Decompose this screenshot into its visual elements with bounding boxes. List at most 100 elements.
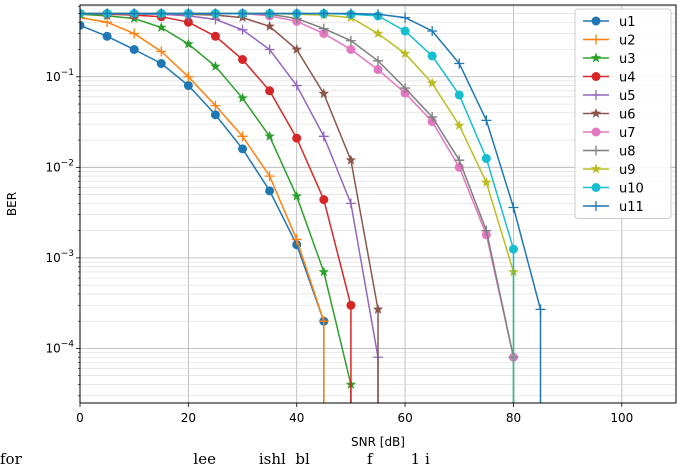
legend-label: u5 <box>619 89 636 104</box>
data-point-u2 <box>183 71 194 82</box>
data-point-u2 <box>102 17 113 28</box>
data-point-u1 <box>183 81 193 91</box>
legend-label: u3 <box>619 52 636 67</box>
caption-strip: for lee ishl bl f 1 i <box>0 452 430 466</box>
data-point-u4 <box>319 195 329 205</box>
series-u5 <box>80 8 383 403</box>
data-point-u8 <box>345 35 356 46</box>
legend-label: u9 <box>619 163 636 178</box>
data-point-u4 <box>210 31 220 41</box>
data-point-u3 <box>318 266 329 277</box>
data-point-u3 <box>291 190 302 201</box>
data-point-u1 <box>102 31 112 41</box>
data-point-u2 <box>291 234 302 245</box>
y-axis-label: BER <box>5 192 19 216</box>
legend-item-u10: u10 <box>583 182 644 197</box>
data-point-u9 <box>427 77 438 88</box>
data-point-u8 <box>427 111 438 122</box>
legend: u1 u2 u3 u4 u5 u6 u7 u8 u9 u10 u11 <box>574 8 672 219</box>
series-group <box>80 8 546 403</box>
data-point-u11 <box>508 202 519 213</box>
data-point-u3 <box>210 60 221 71</box>
legend-marker <box>591 145 601 156</box>
legend-label: u2 <box>619 34 636 49</box>
legend-item-u1: u1 <box>583 15 636 30</box>
data-point-u1 <box>210 110 220 120</box>
legend-item-u3: u3 <box>583 52 636 67</box>
series-line-u5 <box>80 12 379 403</box>
data-point-u11 <box>535 304 546 315</box>
legend-label: u11 <box>619 200 644 215</box>
legend-item-u2: u2 <box>583 34 636 49</box>
legend-marker <box>591 127 601 137</box>
data-point-u4 <box>265 86 275 96</box>
series-u6 <box>80 8 384 403</box>
data-point-u4 <box>292 133 302 143</box>
data-point-u1 <box>265 186 275 196</box>
x-tick-label: 80 <box>506 411 521 425</box>
legend-item-u7: u7 <box>583 126 636 141</box>
series-u3 <box>80 8 357 403</box>
legend-marker <box>591 72 601 81</box>
data-point-u10 <box>481 154 491 164</box>
data-point-u3 <box>183 38 194 49</box>
x-axis-label: SNR [dB] <box>351 435 405 449</box>
data-point-u11 <box>210 8 221 19</box>
data-point-u4 <box>183 17 193 27</box>
legend-item-u6: u6 <box>583 108 636 123</box>
data-point-u11 <box>318 8 329 19</box>
data-point-u11 <box>373 9 383 20</box>
series-line-u11 <box>80 12 542 403</box>
plot-frame <box>79 4 677 404</box>
data-point-u10 <box>400 26 410 36</box>
legend-marker <box>591 201 601 211</box>
data-point-u11 <box>264 8 275 19</box>
data-point-u3 <box>156 22 167 32</box>
data-point-u6 <box>318 88 329 99</box>
legend-label: u4 <box>619 71 636 86</box>
data-point-u5 <box>291 80 302 91</box>
data-point-u1 <box>156 59 166 69</box>
data-point-u11 <box>481 115 492 126</box>
data-point-u6 <box>345 154 357 165</box>
y-tick-label: 10−3 <box>45 249 74 265</box>
x-tick-label: 40 <box>289 411 304 425</box>
series-line-u3 <box>80 13 352 403</box>
series-u2 <box>80 12 329 403</box>
data-point-u5 <box>345 198 356 209</box>
x-tick-label: 0 <box>76 411 84 425</box>
data-point-u4 <box>238 55 248 65</box>
legend-item-u9: u9 <box>583 163 636 178</box>
data-point-u10 <box>508 244 518 254</box>
y-tick-label: 10−4 <box>45 339 74 355</box>
data-point-u8 <box>318 23 329 34</box>
data-point-u3 <box>237 92 248 103</box>
data-point-u8 <box>400 83 411 94</box>
data-point-u9 <box>481 177 492 187</box>
y-tick-label: 10−1 <box>45 68 74 84</box>
data-point-u11 <box>427 26 438 37</box>
data-point-u2 <box>264 171 275 182</box>
data-point-u9 <box>454 120 465 130</box>
data-point-u11 <box>80 8 85 19</box>
series-u1 <box>80 20 329 403</box>
data-point-u11 <box>291 8 302 19</box>
data-point-u11 <box>102 8 113 19</box>
legend-marker <box>590 163 602 174</box>
data-point-u11 <box>183 8 194 19</box>
data-point-u2 <box>156 46 167 57</box>
data-point-u8 <box>454 155 465 166</box>
data-point-u1 <box>238 144 248 154</box>
data-point-u6 <box>372 303 384 314</box>
data-point-u10 <box>427 51 437 61</box>
legend-box <box>574 8 672 219</box>
data-point-u11 <box>400 12 411 23</box>
legend-label: u1 <box>619 15 636 30</box>
legend-label: u7 <box>619 126 636 141</box>
data-point-u2 <box>318 316 329 327</box>
ticks: 0 20 40 60 80 100 10−1 10−2 10−3 10−4 <box>45 5 633 425</box>
series-line-u6 <box>80 12 379 403</box>
data-point-u3 <box>264 130 275 141</box>
legend-marker <box>591 34 601 45</box>
